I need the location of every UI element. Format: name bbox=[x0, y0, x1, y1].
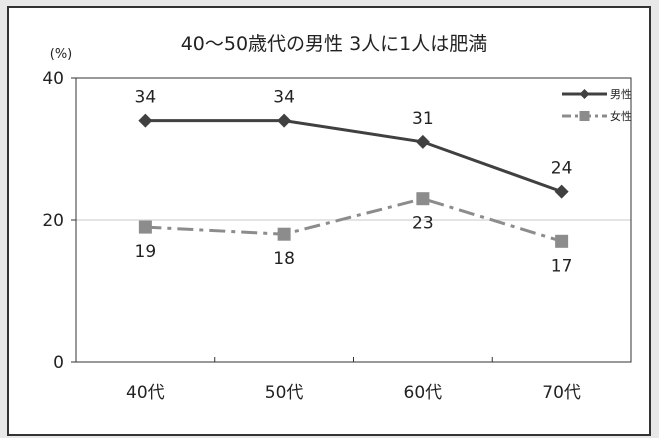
x-tick-label-2: 60代 bbox=[404, 383, 443, 403]
series-0-data-label-3: 24 bbox=[551, 159, 573, 179]
series-1-point-2 bbox=[416, 192, 430, 206]
series-0-point-3 bbox=[554, 184, 569, 199]
legend-label-1: 女性 bbox=[610, 109, 632, 123]
series-0-point-2 bbox=[415, 134, 430, 149]
series-1-data-label-1: 18 bbox=[273, 249, 295, 269]
series-1-data-label-3: 17 bbox=[551, 256, 573, 276]
series-0-data-label-1: 34 bbox=[273, 88, 295, 108]
series-0-data-label-0: 34 bbox=[135, 88, 157, 108]
series-0-point-0 bbox=[138, 113, 153, 128]
y-tick-label-2: 40 bbox=[42, 69, 64, 89]
legend-label-0: 男性 bbox=[610, 87, 632, 101]
y-axis-unit-label: (%) bbox=[50, 47, 73, 62]
x-tick-label-1: 50代 bbox=[265, 383, 304, 403]
x-tick-label-0: 40代 bbox=[126, 383, 165, 403]
series-1-data-label-0: 19 bbox=[135, 242, 157, 262]
series-1-data-label-2: 23 bbox=[412, 214, 434, 234]
legend-marker-0 bbox=[579, 89, 590, 99]
line-chart: 40～50歳代の男性 3人に1人は肥満 (%) 0 20 40 40代 50代 60代 70… bbox=[42, 33, 632, 403]
series-0-point-1 bbox=[277, 113, 292, 128]
x-tick-label-3: 70代 bbox=[542, 383, 581, 403]
series-1-point-0 bbox=[138, 220, 152, 234]
series-0-data-label-2: 31 bbox=[412, 109, 434, 129]
chart-frame: 40～50歳代の男性 3人に1人は肥満 (%) 0 20 40 40代 50代 60代 70… bbox=[7, 6, 651, 436]
chart-title: 40～50歳代の男性 3人に1人は肥満 bbox=[181, 33, 488, 55]
y-tick-label-0: 0 bbox=[53, 353, 64, 373]
series-line-0 bbox=[145, 119, 563, 194]
legend-marker-1 bbox=[579, 111, 590, 121]
series-1-point-3 bbox=[555, 234, 569, 248]
series-1-point-1 bbox=[277, 227, 291, 241]
series-line-1 bbox=[145, 197, 563, 243]
y-tick-label-1: 20 bbox=[42, 211, 64, 231]
